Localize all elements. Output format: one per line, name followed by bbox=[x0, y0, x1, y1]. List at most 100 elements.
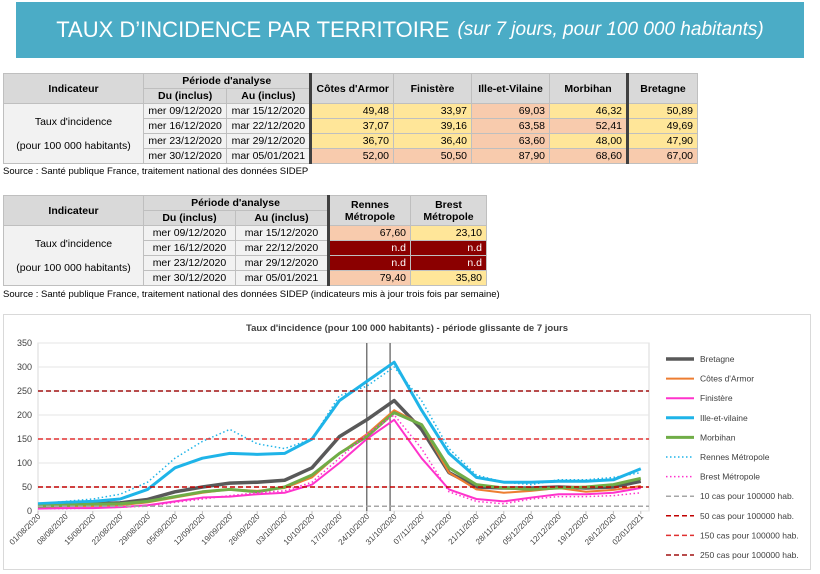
table-row: Taux d'incidence (pour 100 000 habitants… bbox=[3, 103, 698, 164]
cell-value: 49,69 bbox=[626, 118, 698, 134]
header-indicateur: Indicateur bbox=[3, 195, 144, 226]
legend-label: Morbihan bbox=[700, 432, 736, 442]
cell-value: 36,40 bbox=[393, 133, 472, 149]
cell-au: mar 15/12/2020 bbox=[234, 225, 330, 241]
cell-du: mer 09/12/2020 bbox=[143, 225, 236, 241]
cell-du: mer 09/12/2020 bbox=[142, 103, 228, 119]
legend-label: 10 cas pour 100000 hab. bbox=[700, 491, 794, 501]
table-row: mer 30/12/2020 mar 05/01/2021 79,40 35,8… bbox=[4, 270, 487, 286]
page-banner: TAUX D’INCIDENCE PAR TERRITOIRE (sur 7 j… bbox=[16, 2, 804, 58]
table-row: mer 16/12/2020 mar 22/12/2020 n.d n.d bbox=[4, 240, 487, 256]
header-du: Du (inclus) bbox=[143, 210, 236, 226]
cell-du: mer 30/12/2020 bbox=[142, 148, 228, 164]
series-line bbox=[37, 411, 642, 508]
legend-label: 150 cas pour 100000 hab. bbox=[700, 530, 799, 540]
cell-value: n.d bbox=[327, 255, 411, 271]
header-rennes-line1: Rennes bbox=[351, 198, 389, 211]
legend-label: 250 cas pour 100000 hab. bbox=[700, 550, 799, 560]
cell-value: 48,00 bbox=[549, 133, 628, 149]
header-brest-line2: Métropole bbox=[423, 210, 474, 223]
row-label-line1: Taux d'incidence bbox=[34, 237, 113, 250]
source-note-1: Source : Santé publique France, traiteme… bbox=[3, 166, 309, 177]
row-label-line1: Taux d'incidence bbox=[34, 115, 113, 128]
cell-value: n.d bbox=[327, 240, 411, 256]
cell-value: 67,60 bbox=[327, 225, 411, 241]
row-label-line2: (pour 100 000 habitants) bbox=[16, 261, 131, 274]
banner-title: TAUX D’INCIDENCE PAR TERRITOIRE bbox=[56, 17, 450, 42]
cell-au: mar 22/12/2020 bbox=[226, 118, 312, 134]
header-rennes: Rennes Métropole bbox=[327, 195, 411, 226]
department-incidence-table: Indicateur Période d'analyse Côtes d'Arm… bbox=[3, 73, 698, 164]
y-tick-label: 200 bbox=[17, 410, 32, 420]
header-periode: Période d'analyse bbox=[142, 73, 312, 89]
table-row: Taux d'incidence (pour 100 000 habitants… bbox=[3, 225, 487, 286]
cell-du: mer 30/12/2020 bbox=[143, 270, 236, 286]
chart-svg: 05010015020025030035001/08/202008/08/202… bbox=[8, 338, 799, 560]
series-line bbox=[37, 360, 642, 506]
cell-value: 33,97 bbox=[393, 103, 472, 119]
y-tick-label: 250 bbox=[17, 386, 32, 396]
header-brest-line1: Brest bbox=[435, 198, 462, 211]
cell-value: 35,80 bbox=[410, 270, 487, 286]
cell-value: 36,70 bbox=[309, 133, 394, 149]
table-row: mer 16/12/2020 mar 22/12/2020 37,07 39,1… bbox=[4, 118, 698, 134]
table-row: mer 23/12/2020 mar 29/12/2020 n.d n.d bbox=[4, 255, 487, 271]
cell-au: mar 22/12/2020 bbox=[234, 240, 330, 256]
header-col-0: Côtes d'Armor bbox=[309, 73, 394, 104]
legend-label: Côtes d'Armor bbox=[700, 374, 754, 384]
cell-au: mar 15/12/2020 bbox=[226, 103, 312, 119]
cell-value: 50,89 bbox=[626, 103, 698, 119]
legend-label: Finistère bbox=[700, 393, 733, 403]
y-tick-label: 0 bbox=[27, 506, 32, 516]
cell-value: 39,16 bbox=[393, 118, 472, 134]
header-du: Du (inclus) bbox=[142, 88, 228, 104]
cell-au: mar 29/12/2020 bbox=[226, 133, 312, 149]
legend-label: Ille-et-vilaine bbox=[700, 413, 748, 423]
y-tick-label: 300 bbox=[17, 362, 32, 372]
legend-label: Rennes Métropole bbox=[700, 452, 770, 462]
cell-value: 37,07 bbox=[309, 118, 394, 134]
header-brest: Brest Métropole bbox=[410, 195, 487, 226]
incidence-chart: Taux d'incidence (pour 100 000 habitants… bbox=[3, 314, 811, 570]
cell-du: mer 16/12/2020 bbox=[143, 240, 236, 256]
header-au: Au (inclus) bbox=[226, 88, 312, 104]
source-note-2: Source : Santé publique France, traiteme… bbox=[3, 289, 500, 300]
legend-label: Brest Métropole bbox=[700, 472, 760, 482]
cell-value: 69,03 bbox=[471, 103, 550, 119]
header-col-2: Ille-et-Vilaine bbox=[471, 73, 550, 104]
banner-subtitle: (sur 7 jours, pour 100 000 habitants) bbox=[457, 19, 764, 40]
chart-title: Taux d'incidence (pour 100 000 habitants… bbox=[246, 323, 568, 334]
header-col-1: Finistère bbox=[393, 73, 472, 104]
cell-value: 49,48 bbox=[309, 103, 394, 119]
header-col-3: Morbihan bbox=[549, 73, 628, 104]
y-tick-label: 50 bbox=[22, 482, 32, 492]
cell-value: 79,40 bbox=[327, 270, 411, 286]
header-au: Au (inclus) bbox=[234, 210, 330, 226]
y-tick-label: 100 bbox=[17, 458, 32, 468]
cell-au: mar 05/01/2021 bbox=[226, 148, 312, 164]
header-indicateur: Indicateur bbox=[3, 73, 144, 104]
cell-value: 67,00 bbox=[626, 148, 698, 164]
cell-du: mer 16/12/2020 bbox=[142, 118, 228, 134]
metropole-incidence-table: Indicateur Période d'analyse Rennes Métr… bbox=[3, 195, 487, 286]
legend-label: 50 cas pour 100000 hab. bbox=[700, 511, 794, 521]
cell-au: mar 05/01/2021 bbox=[234, 270, 330, 286]
cell-value: 68,60 bbox=[549, 148, 628, 164]
cell-value: 63,60 bbox=[471, 133, 550, 149]
cell-du: mer 23/12/2020 bbox=[142, 133, 228, 149]
row-label: Taux d'incidence (pour 100 000 habitants… bbox=[3, 103, 144, 164]
header-rennes-line2: Métropole bbox=[344, 210, 396, 223]
cell-value: 63,58 bbox=[471, 118, 550, 134]
cell-value: 23,10 bbox=[410, 225, 487, 241]
y-tick-label: 350 bbox=[17, 338, 32, 348]
cell-value: 46,32 bbox=[549, 103, 628, 119]
cell-value: 87,90 bbox=[471, 148, 550, 164]
cell-value: n.d bbox=[410, 240, 487, 256]
cell-value: 50,50 bbox=[393, 148, 472, 164]
legend-label: Bretagne bbox=[700, 354, 735, 364]
table-row: mer 30/12/2020 mar 05/01/2021 52,00 50,5… bbox=[4, 148, 698, 164]
row-label-line2: (pour 100 000 habitants) bbox=[16, 139, 131, 152]
cell-au: mar 29/12/2020 bbox=[234, 255, 330, 271]
cell-value: n.d bbox=[410, 255, 487, 271]
cell-value: 47,90 bbox=[626, 133, 698, 149]
